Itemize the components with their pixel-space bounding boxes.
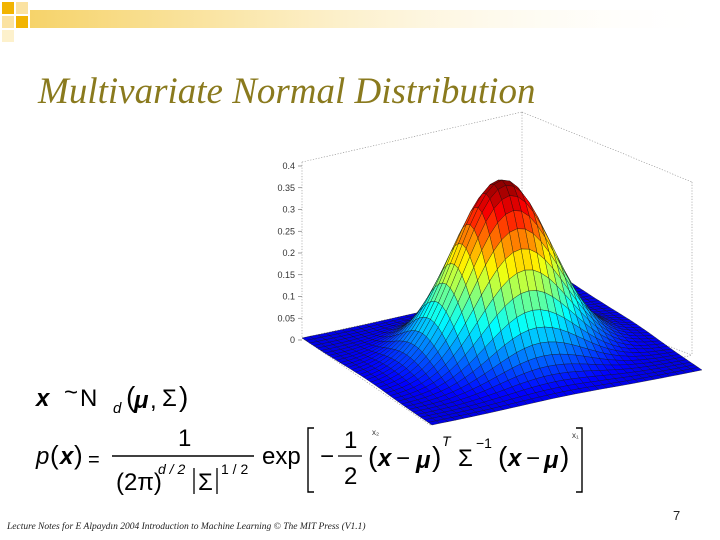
z-tick-label: 0.4 (282, 161, 295, 171)
leading-minus: − (320, 443, 334, 470)
x2-axis-label: x₂ (372, 428, 379, 437)
z-axis-ticks: 0.4 0.35 0.3 0.25 0.2 0.15 0.1 0.05 0 (277, 161, 302, 345)
z-tick-label: 0.35 (277, 183, 295, 193)
exp-function: exp (262, 443, 301, 470)
inverse-sigma: Σ (458, 445, 473, 472)
numerator-one: 1 (178, 425, 191, 452)
covariance-sigma: Σ (162, 385, 177, 412)
open-paren-2: ( (368, 441, 378, 472)
page-number: 7 (673, 508, 681, 523)
random-vector-x: x (34, 385, 51, 412)
exponent-d-half: d / 2 (158, 461, 185, 477)
right-bracket (576, 427, 583, 493)
open-paren-3: ( (498, 441, 508, 472)
det-sigma: Σ (198, 469, 213, 496)
z-tick-label: 0.15 (277, 270, 295, 280)
z-tick-label: 0.05 (277, 313, 295, 323)
quad-minus2: − (526, 445, 540, 472)
z-tick-label: 0.1 (282, 292, 295, 302)
mean-mu: μ (133, 387, 149, 414)
close-paren-2: ) (432, 441, 441, 472)
footer-citation: Lecture Notes for E Alpaydın 2004 Introd… (7, 522, 366, 532)
dimension-d: d (113, 400, 122, 417)
density-line: p ( x ) = 1 (2π) d / 2 Σ 1 / 2 exp − 1 2… (35, 425, 583, 496)
slide-title: Multivariate Normal Distribution (38, 71, 536, 112)
close-paren-1: ) (179, 381, 188, 412)
equals-sign: = (88, 449, 100, 471)
density-open-paren: ( (50, 440, 59, 470)
corner-decoration (2, 2, 720, 42)
quad-x2: x (506, 445, 523, 472)
x1-axis-label: x₁ (572, 431, 579, 440)
open-paren-1: ( (126, 381, 136, 412)
half-numerator: 1 (344, 427, 357, 454)
z-tick-label: 0.2 (282, 248, 295, 258)
z-tick-label: 0.3 (282, 205, 295, 215)
comma: , (150, 387, 157, 414)
half-denominator: 2 (344, 463, 357, 490)
surface-plot: 0.4 0.35 0.3 0.25 0.2 0.15 0.1 0.05 0 x₂ x₁ (277, 111, 703, 440)
quad-mu2: μ (543, 447, 559, 474)
quad-minus1: − (396, 445, 410, 472)
transpose-T: T (442, 433, 452, 449)
two-pi: (2π) (116, 469, 162, 496)
normal-N: N (80, 385, 97, 412)
formula-block: x ~ N d ( μ , Σ ) p ( x ) = 1 (2π) d / 2… (34, 380, 583, 496)
density-x: x (58, 443, 75, 470)
density-close-paren: ) (74, 440, 83, 470)
tilde-symbol: ~ (64, 380, 78, 406)
gaussian-surface (301, 179, 703, 426)
p-symbol: p (35, 443, 49, 470)
left-bracket (307, 427, 314, 493)
close-paren-3: ) (560, 441, 569, 472)
inverse-exponent: −1 (476, 435, 492, 451)
quad-mu1: μ (415, 447, 431, 474)
distribution-line: x ~ N d ( μ , Σ ) (34, 380, 188, 417)
quad-x1: x (376, 445, 393, 472)
z-tick-label: 0.25 (277, 226, 295, 236)
exponent-half: 1 / 2 (221, 461, 248, 477)
surface-patch (427, 420, 441, 426)
z-tick-label: 0 (290, 335, 295, 345)
